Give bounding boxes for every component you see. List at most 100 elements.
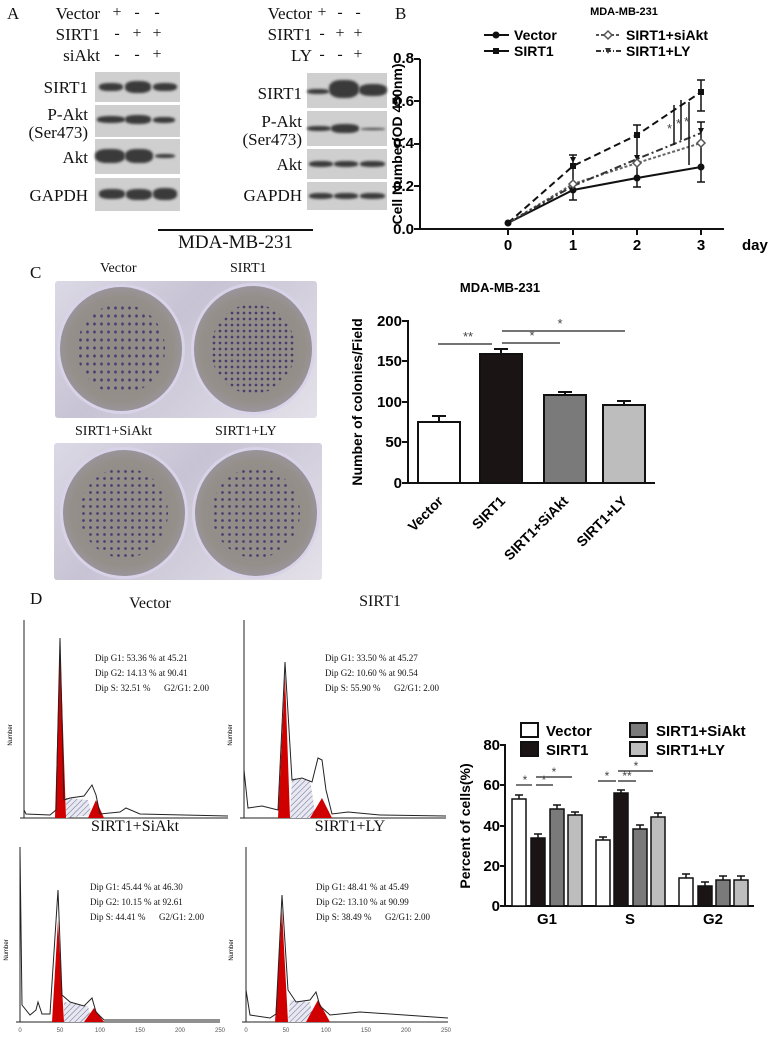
sign: - [154, 4, 160, 21]
chart-title: MDA-MB-231 [590, 6, 658, 18]
condition-label: Vector [267, 4, 312, 23]
svg-text:200: 200 [377, 313, 402, 330]
svg-text:SIRT1: SIRT1 [469, 493, 509, 533]
sign: - [319, 46, 325, 63]
histogram-stats: Dip G1: 33.50 % at 45.27 Dip G2: 10.60 % … [325, 653, 440, 693]
colony-bar-chart: MDA-MB-231 0 50 100 150 200 Number of co… [349, 280, 655, 563]
svg-text:Number: Number [8, 724, 14, 745]
plate-label: SIRT1+LY [215, 424, 277, 439]
sign: - [337, 46, 343, 63]
svg-text:150: 150 [361, 1028, 372, 1034]
left-blot-conditions: Vector SIRT1 siAkt [22, 4, 100, 67]
svg-text:250: 250 [215, 1028, 226, 1034]
svg-text:**: ** [463, 329, 473, 344]
sign: + [353, 46, 363, 63]
condition-label: SIRT1 [55, 25, 100, 44]
series-sirt1-siakt [507, 142, 702, 224]
plate-label: Vector [100, 261, 137, 276]
svg-text:Number: Number [4, 939, 10, 960]
svg-text:40: 40 [483, 818, 500, 835]
significance-stars: ** * * [463, 316, 563, 344]
sign: + [112, 4, 122, 21]
left-blot-signs: + - - - + + - - + [108, 4, 166, 67]
svg-text:SIRT1: SIRT1 [514, 43, 554, 59]
histogram-stats: Dip G1: 53.36 % at 45.21 Dip G2: 14.13 % … [95, 653, 210, 693]
sign: - [114, 25, 120, 42]
blot-strip [95, 139, 180, 174]
chart-title: MDA-MB-231 [460, 280, 540, 295]
sign: + [317, 4, 327, 21]
panel-letter-d: D [30, 589, 43, 608]
svg-text:1: 1 [569, 237, 577, 254]
y-tick-labels: 0.0 0.2 0.4 0.6 0.8 [393, 50, 420, 238]
blot-row-label: Akt [62, 148, 89, 167]
svg-text:0.8: 0.8 [393, 50, 414, 67]
svg-text:*: * [529, 328, 534, 343]
svg-text:50: 50 [283, 1028, 290, 1034]
panel-letter-a: A [7, 4, 20, 23]
colony-plate-bottom [54, 443, 322, 580]
svg-text:*: * [557, 316, 562, 331]
histogram-stats: Dip G1: 48.41 % at 45.49 Dip G2: 13.10 % … [316, 882, 431, 922]
chart-legend: Vector SIRT1 SIRT1+siAkt SIRT1+LY [484, 27, 708, 59]
bar-sirt1-ly [602, 404, 646, 484]
histogram-sirt1: Number [228, 620, 447, 819]
sign: + [152, 25, 162, 42]
histogram-title: SIRT1 [359, 593, 401, 610]
sign: - [114, 46, 120, 63]
histogram-sirt1-siakt: Number 0 50 100 150 200 250 [4, 847, 226, 1034]
svg-text:3: 3 [697, 237, 705, 254]
svg-text:100: 100 [95, 1028, 106, 1034]
svg-text:*: * [542, 773, 547, 787]
svg-text:*: * [676, 116, 681, 131]
svg-text:20: 20 [483, 858, 500, 875]
svg-text:SIRT1+siAkt: SIRT1+siAkt [626, 27, 708, 43]
significance-stars: * * * [667, 114, 689, 136]
svg-text:Number: Number [228, 724, 234, 745]
svg-text:**: ** [622, 769, 632, 783]
sign: + [152, 46, 162, 63]
cell-line-label: MDA-MB-231 [177, 232, 294, 253]
svg-text:0: 0 [244, 1028, 248, 1034]
significance-stars: * ** * *** [523, 759, 639, 787]
histogram-sirt1-ly: Number 0 50 100 150 200 250 [229, 847, 452, 1034]
svg-text:2: 2 [633, 237, 641, 254]
svg-text:Number: Number [229, 939, 235, 960]
svg-text:0.2: 0.2 [393, 178, 414, 195]
svg-text:0.6: 0.6 [393, 93, 414, 110]
svg-text:SIRT1+LY: SIRT1+LY [626, 43, 691, 59]
y-axis-label: Number of colonies/Field [349, 318, 365, 485]
plate-label: SIRT1+SiAkt [75, 424, 153, 439]
svg-text:*: * [552, 765, 557, 779]
svg-text:80: 80 [483, 737, 500, 754]
svg-text:S: S [625, 911, 635, 928]
x-tick-labels: 0 1 2 3 [504, 229, 705, 254]
right-blot-signs: + - - - + + - - + [313, 4, 367, 67]
sign: + [132, 25, 142, 42]
blot-strip [307, 182, 387, 210]
sign: + [335, 25, 345, 42]
svg-text:*: * [634, 759, 639, 773]
svg-text:50: 50 [385, 434, 402, 451]
blot-strip [307, 73, 387, 108]
svg-text:60: 60 [483, 777, 500, 794]
series-sirt1 [507, 91, 702, 224]
blot-strip [95, 72, 180, 102]
histogram-stats: Dip G1: 45.44 % at 46.30 Dip G2: 10.15 % … [90, 882, 205, 922]
histogram-title: Vector [129, 595, 171, 612]
y-axis-label: Percent of cells(%) [457, 763, 473, 888]
condition-label: SIRT1 [267, 25, 312, 44]
blot-row-label: P-Akt (Ser473) [28, 105, 88, 142]
svg-text:Vector: Vector [405, 492, 447, 534]
svg-text:Vector: Vector [514, 27, 557, 43]
cell-cycle-bar-chart: Vector SIRT1 SIRT1+SiAkt SIRT1+LY 0 20 4… [457, 722, 754, 928]
condition-label: LY [291, 46, 312, 65]
sign: - [134, 46, 140, 63]
svg-text:150: 150 [377, 353, 402, 370]
svg-text:100: 100 [321, 1028, 332, 1034]
y-axis-label: Cell Number(OD 450nm) [389, 63, 405, 224]
bar-sirt1 [479, 353, 523, 484]
chart-legend: Vector SIRT1 SIRT1+SiAkt SIRT1+LY [520, 722, 746, 759]
panel-letter-b: B [395, 4, 407, 23]
colony-plate-top [55, 281, 317, 418]
